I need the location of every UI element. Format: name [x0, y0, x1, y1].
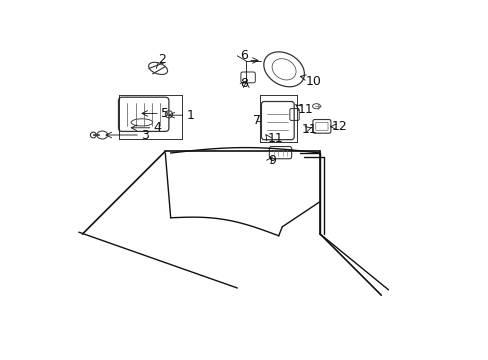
- Text: 1: 1: [186, 109, 194, 122]
- Text: 11: 11: [302, 123, 317, 136]
- Text: 2: 2: [158, 53, 165, 66]
- Text: 11: 11: [297, 103, 313, 116]
- Text: 8: 8: [240, 77, 248, 90]
- Text: 4: 4: [153, 121, 162, 134]
- Text: 11: 11: [267, 132, 283, 145]
- Text: 3: 3: [141, 129, 149, 141]
- Text: 6: 6: [240, 49, 247, 62]
- Text: 5: 5: [161, 107, 169, 120]
- Text: 7: 7: [253, 114, 261, 127]
- Text: 10: 10: [305, 75, 321, 87]
- Text: 12: 12: [331, 120, 346, 132]
- Text: 9: 9: [267, 154, 275, 167]
